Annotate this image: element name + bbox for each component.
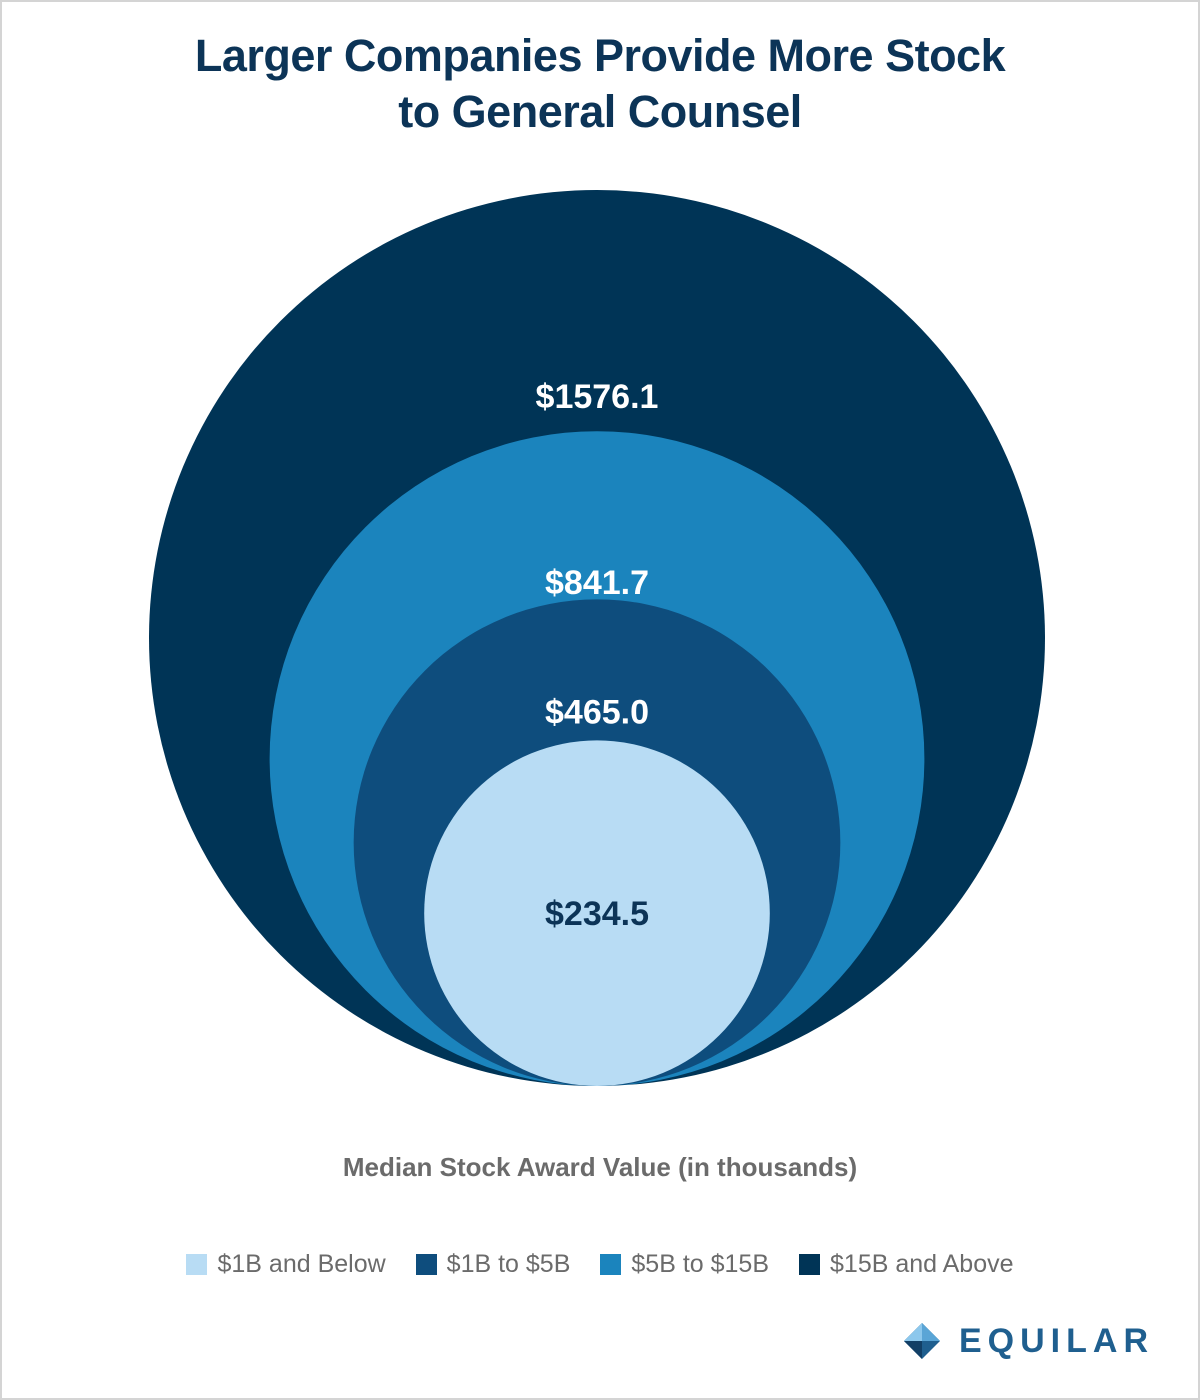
bubble-value-label-2: $841.7 <box>545 564 649 602</box>
equilar-diamond-icon <box>904 1323 940 1359</box>
legend-swatch-3 <box>799 1254 821 1275</box>
legend-label-2: $5B to $15B <box>631 1250 770 1278</box>
brand-logo: EQUILAR <box>901 1320 1154 1362</box>
bubble-value-label-1: $465.0 <box>545 693 649 731</box>
chart-title-line-1: Larger Companies Provide More Stock <box>194 30 1006 81</box>
legend-item-0: $1B and Below <box>186 1250 386 1279</box>
brand-name: EQUILAR <box>959 1321 1154 1360</box>
bubble-value-label-0: $234.5 <box>545 895 649 933</box>
legend-swatch-0 <box>186 1254 208 1275</box>
legend-swatch-2 <box>600 1254 622 1275</box>
legend: $1B and Below $1B to $5B $5B to $15B $15B a… <box>2 1250 1198 1279</box>
legend-label-3: $15B and Above <box>830 1250 1014 1278</box>
legend-label-1: $1B to $5B <box>446 1250 571 1278</box>
chart-title-line-2: to General Counsel <box>398 86 802 137</box>
legend-swatch-1 <box>415 1254 437 1275</box>
legend-label-0: $1B and Below <box>217 1250 386 1278</box>
legend-item-1: $1B to $5B <box>415 1250 571 1279</box>
chart-title: Larger Companies Provide More Stock to G… <box>2 28 1198 140</box>
x-axis-label: Median Stock Award Value (in thousands) <box>342 1152 858 1182</box>
bubble-value-label-3: $1576.1 <box>536 378 659 416</box>
legend-item-3: $15B and Above <box>799 1250 1014 1279</box>
bubble-series-0 <box>424 740 770 1086</box>
legend-item-2: $5B to $15B <box>600 1250 769 1279</box>
